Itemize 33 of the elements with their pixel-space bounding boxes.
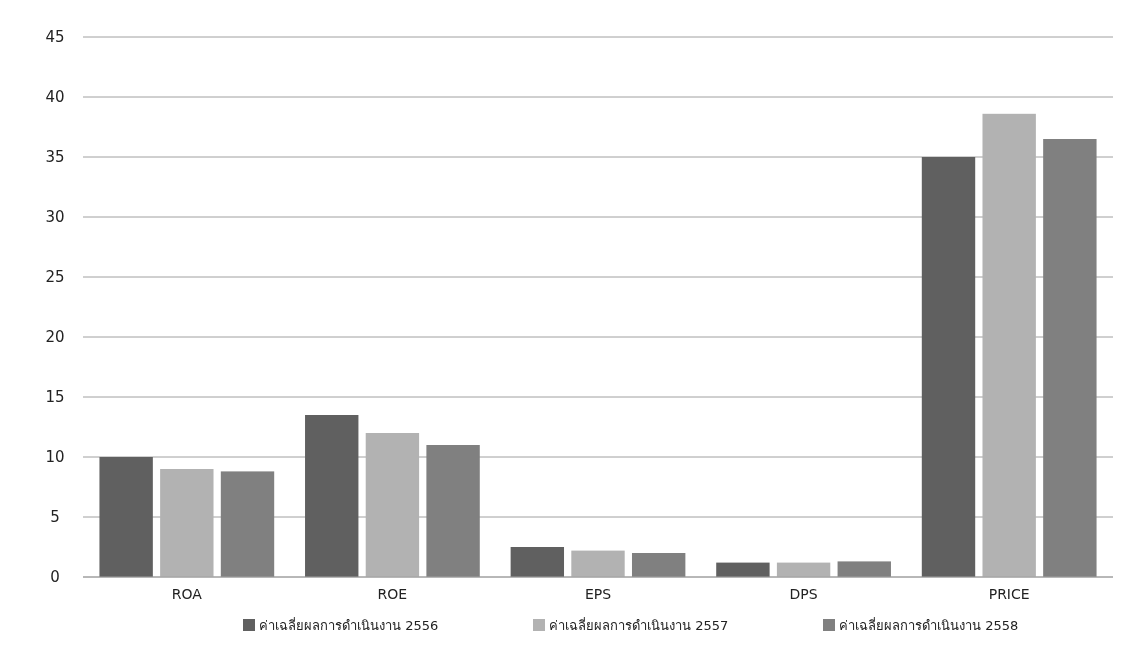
y-tick-label: 35 [45, 148, 65, 167]
y-tick-label: 40 [45, 88, 65, 107]
x-tick-label: ROA [171, 586, 203, 602]
bar [1043, 139, 1097, 577]
bar [365, 433, 420, 577]
bar [776, 562, 831, 577]
y-tick-label: 10 [45, 448, 65, 467]
bar [99, 457, 153, 577]
bar [571, 550, 625, 577]
y-tick-label: 5 [50, 508, 60, 527]
bar [220, 471, 275, 577]
y-tick-label: 45 [45, 28, 65, 47]
bar [631, 553, 686, 577]
y-tick-label: 20 [45, 328, 65, 347]
bar [716, 562, 770, 577]
bar [305, 415, 359, 577]
bar [921, 157, 976, 577]
legend-label: ค่าเฉลี่ยผลการดำเนินงาน 2558 [839, 616, 1019, 633]
bar [837, 561, 891, 577]
y-tick-label: 0 [50, 568, 60, 587]
bar [510, 547, 565, 577]
legend-label: ค่าเฉลี่ยผลการดำเนินงาน 2557 [549, 616, 729, 633]
bar [160, 469, 214, 577]
x-tick-label: ROE [377, 586, 408, 602]
y-tick-label: 30 [45, 208, 65, 227]
x-tick-label: EPS [584, 586, 612, 602]
x-tick-label: PRICE [988, 586, 1030, 602]
bar [426, 445, 480, 577]
bar [982, 113, 1036, 577]
legend-label: ค่าเฉลี่ยผลการดำเนินงาน 2556 [259, 616, 439, 633]
y-tick-label: 25 [45, 268, 65, 287]
x-tick-label: DPS [789, 586, 818, 602]
y-tick-label: 15 [45, 388, 65, 407]
